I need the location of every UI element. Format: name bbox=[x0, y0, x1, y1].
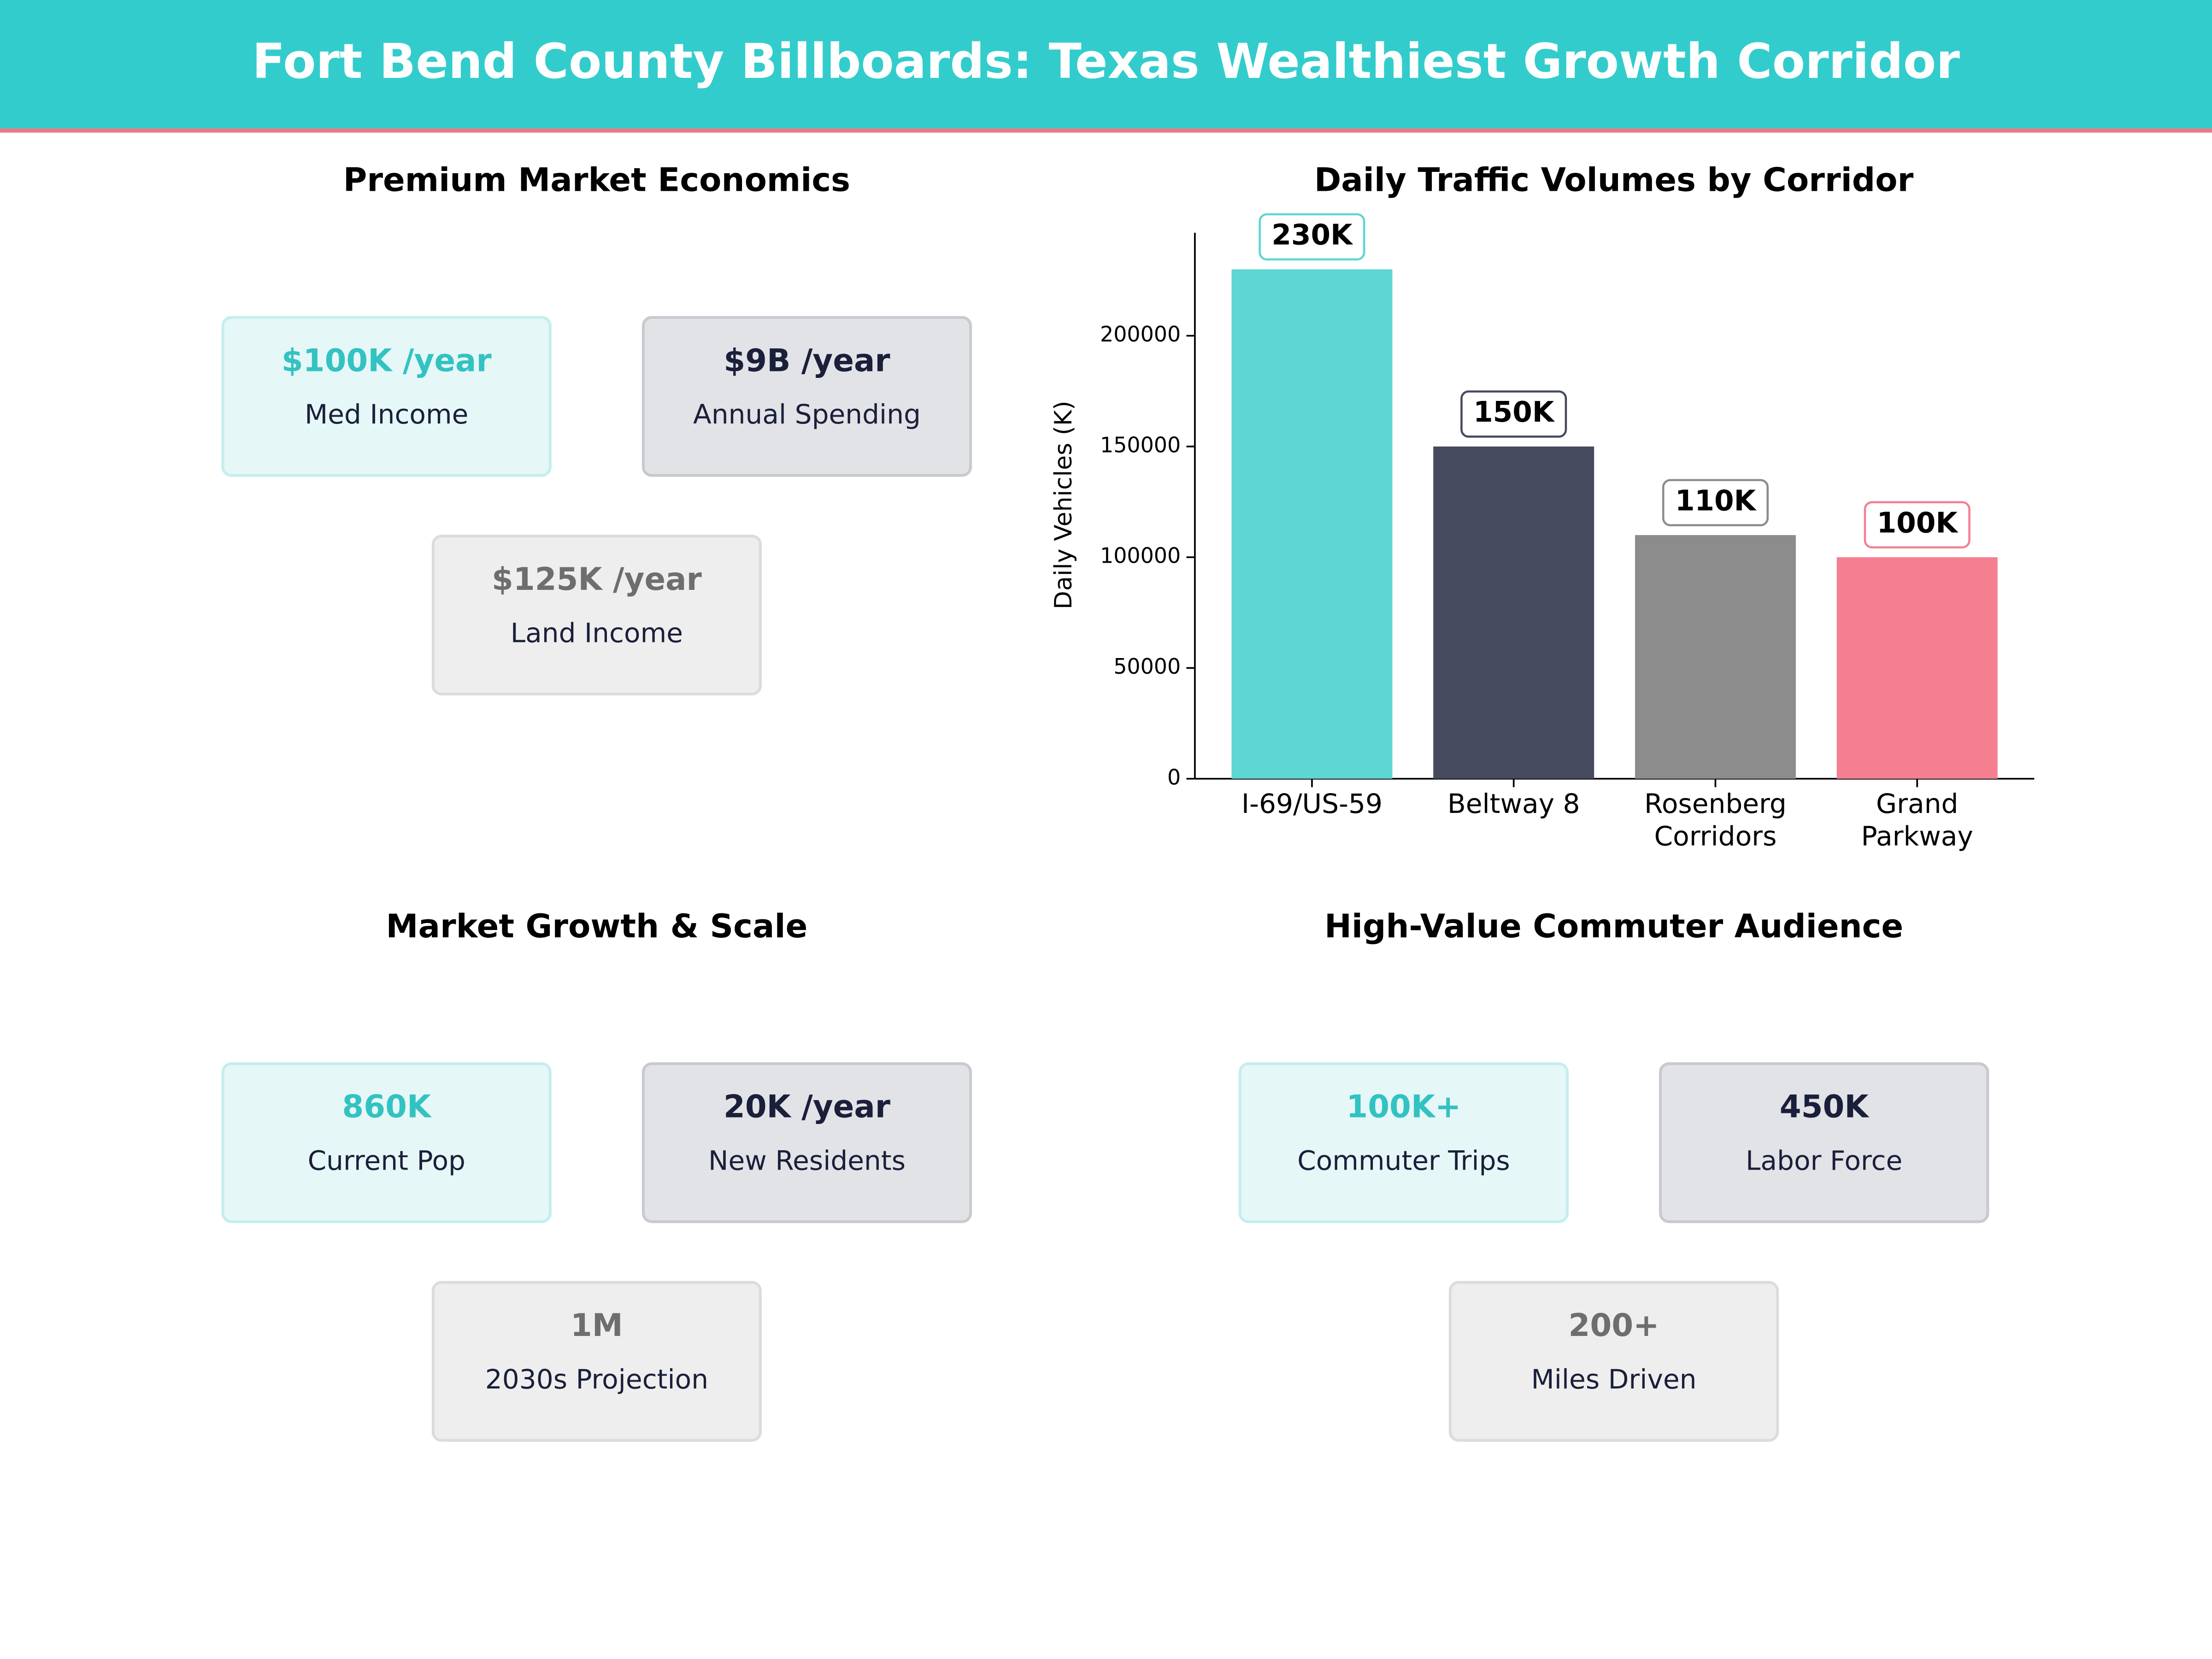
y-axis-label: Daily Vehicles (K) bbox=[1050, 401, 1077, 610]
x-tick-label-line: Parkway bbox=[1861, 820, 1973, 852]
kpi-card bbox=[641, 1062, 972, 1224]
page-title: Fort Bend County Billboards: Texas Wealt… bbox=[252, 33, 1960, 89]
header-bar bbox=[0, 0, 2212, 129]
kpi-card bbox=[641, 316, 972, 477]
y-tick-label: 100000 bbox=[1100, 543, 1181, 568]
x-tick-label: Beltway 8 bbox=[1447, 788, 1580, 819]
value-label: 230K bbox=[1271, 219, 1353, 252]
x-tick-label-line: Corridors bbox=[1654, 820, 1777, 852]
value-label: 110K bbox=[1675, 484, 1757, 517]
panel-title: High-Value Commuter Audience bbox=[1324, 907, 1903, 945]
kpi-value: 860K bbox=[342, 1088, 432, 1125]
bar bbox=[1231, 269, 1393, 779]
kpi-card bbox=[431, 1281, 762, 1442]
y-tick-label: 0 bbox=[1167, 765, 1181, 789]
panel-title: Premium Market Economics bbox=[343, 161, 850, 199]
x-tick-label: Grand Parkway bbox=[1861, 788, 1973, 852]
kpi-label: Med Income bbox=[305, 399, 468, 430]
x-tick-label: I-69/US-59 bbox=[1241, 788, 1382, 819]
header-rule bbox=[0, 128, 2212, 133]
value-label-box bbox=[1460, 390, 1567, 438]
kpi-label: Labor Force bbox=[1746, 1145, 1902, 1177]
kpi-card bbox=[221, 316, 552, 477]
kpi-value: $9B /year bbox=[724, 342, 890, 378]
kpi-value: 200+ bbox=[1569, 1307, 1659, 1343]
y-tick-label: 50000 bbox=[1113, 654, 1181, 679]
kpi-card bbox=[1448, 1281, 1779, 1442]
value-label: 100K bbox=[1877, 506, 1959, 539]
value-label-box bbox=[1864, 501, 1971, 549]
kpi-label: Commuter Trips bbox=[1297, 1145, 1510, 1177]
kpi-label: Current Pop bbox=[308, 1145, 465, 1177]
x-tick-label-line: Beltway 8 bbox=[1447, 788, 1580, 819]
x-tick-label-line: Grand bbox=[1876, 788, 1958, 819]
x-tick-label-line: I-69/US-59 bbox=[1241, 788, 1382, 819]
kpi-card bbox=[1659, 1062, 1989, 1224]
x-tick-label: Rosenberg Corridors bbox=[1644, 788, 1787, 852]
kpi-value: 100K+ bbox=[1346, 1088, 1461, 1125]
chart-title: Daily Traffic Volumes by Corridor bbox=[1314, 161, 1914, 199]
kpi-card bbox=[431, 535, 762, 696]
value-label: 150K bbox=[1473, 396, 1555, 429]
kpi-card bbox=[1238, 1062, 1569, 1224]
y-tick-label: 150000 bbox=[1100, 432, 1181, 457]
kpi-value: 20K /year bbox=[724, 1088, 890, 1125]
value-label-box bbox=[1259, 213, 1365, 261]
bar bbox=[1635, 535, 1796, 779]
kpi-value: $100K /year bbox=[282, 342, 492, 378]
bar bbox=[1836, 557, 1998, 779]
kpi-label: Annual Spending bbox=[693, 399, 921, 430]
kpi-label: Land Income bbox=[511, 618, 683, 649]
x-tick-label-line: Rosenberg bbox=[1644, 788, 1787, 819]
value-label-box bbox=[1662, 479, 1769, 526]
kpi-value: 450K bbox=[1780, 1088, 1870, 1125]
bar bbox=[1433, 446, 1594, 779]
kpi-label: 2030s Projection bbox=[485, 1364, 708, 1395]
kpi-label: Miles Driven bbox=[1531, 1364, 1697, 1395]
y-tick-label: 200000 bbox=[1100, 322, 1181, 347]
kpi-card bbox=[221, 1062, 552, 1224]
kpi-value: $125K /year bbox=[492, 561, 702, 597]
kpi-value: 1M bbox=[571, 1307, 623, 1343]
panel-title: Market Growth & Scale bbox=[386, 907, 807, 945]
kpi-label: New Residents bbox=[708, 1145, 906, 1177]
